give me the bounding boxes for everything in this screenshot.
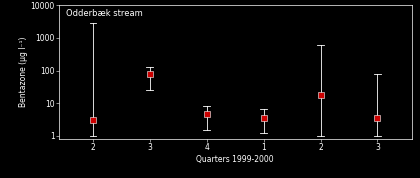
Text: Odderbæk stream: Odderbæk stream (66, 9, 143, 18)
Y-axis label: Bentazone (µg l⁻¹): Bentazone (µg l⁻¹) (18, 37, 28, 107)
X-axis label: Quarters 1999-2000: Quarters 1999-2000 (197, 155, 274, 164)
